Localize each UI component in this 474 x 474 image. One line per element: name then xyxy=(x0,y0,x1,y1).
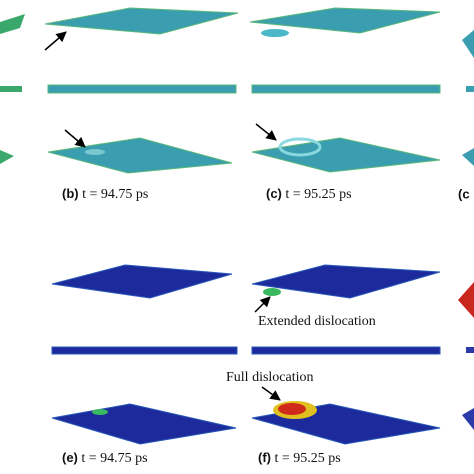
panel-label: (b) t = 94.75 ps xyxy=(62,186,148,202)
panel-label: (c) t = 95.25 ps xyxy=(266,186,352,202)
slab xyxy=(251,137,441,173)
slab xyxy=(47,84,237,94)
panel-caption: t = 95.25 ps xyxy=(275,451,341,466)
panel-letter: (c) xyxy=(266,186,282,201)
slab xyxy=(0,150,14,164)
arrow xyxy=(44,31,67,51)
panel-label: (f) t = 95.25 ps xyxy=(258,450,341,466)
annotation: Full dislocation xyxy=(226,370,314,385)
slab xyxy=(47,137,233,174)
arrow xyxy=(254,296,271,313)
slab xyxy=(51,346,238,355)
panel-letter: (b) xyxy=(62,186,79,201)
slab xyxy=(466,86,474,92)
slab xyxy=(251,84,441,94)
slab xyxy=(462,408,474,430)
defect xyxy=(263,288,281,296)
slab xyxy=(51,403,237,445)
slab xyxy=(0,86,22,92)
panel-letter: (e) xyxy=(62,450,78,465)
panel-caption: t = 94.75 ps xyxy=(82,187,148,202)
panel-caption: t = 94.75 ps xyxy=(81,451,147,466)
slab xyxy=(0,14,25,34)
annotation: Extended dislocation xyxy=(258,314,376,329)
panel-letter: (c xyxy=(458,186,470,201)
defect xyxy=(261,29,289,37)
defect xyxy=(278,403,306,415)
slab xyxy=(251,346,441,355)
slab xyxy=(458,282,474,318)
panel-letter: (f) xyxy=(258,450,271,465)
defect xyxy=(92,409,108,415)
defect xyxy=(278,137,322,157)
panel-label: (e) t = 94.75 ps xyxy=(62,450,148,466)
slab xyxy=(462,30,474,58)
arrow xyxy=(64,129,86,148)
slab xyxy=(51,264,233,299)
slab xyxy=(462,148,474,166)
arrow xyxy=(261,386,281,401)
slab xyxy=(44,7,239,35)
arrow xyxy=(255,123,277,141)
slab xyxy=(249,7,441,34)
panel-caption: t = 95.25 ps xyxy=(285,187,351,202)
slab xyxy=(251,264,441,299)
defect xyxy=(85,149,105,155)
slab xyxy=(466,347,474,353)
